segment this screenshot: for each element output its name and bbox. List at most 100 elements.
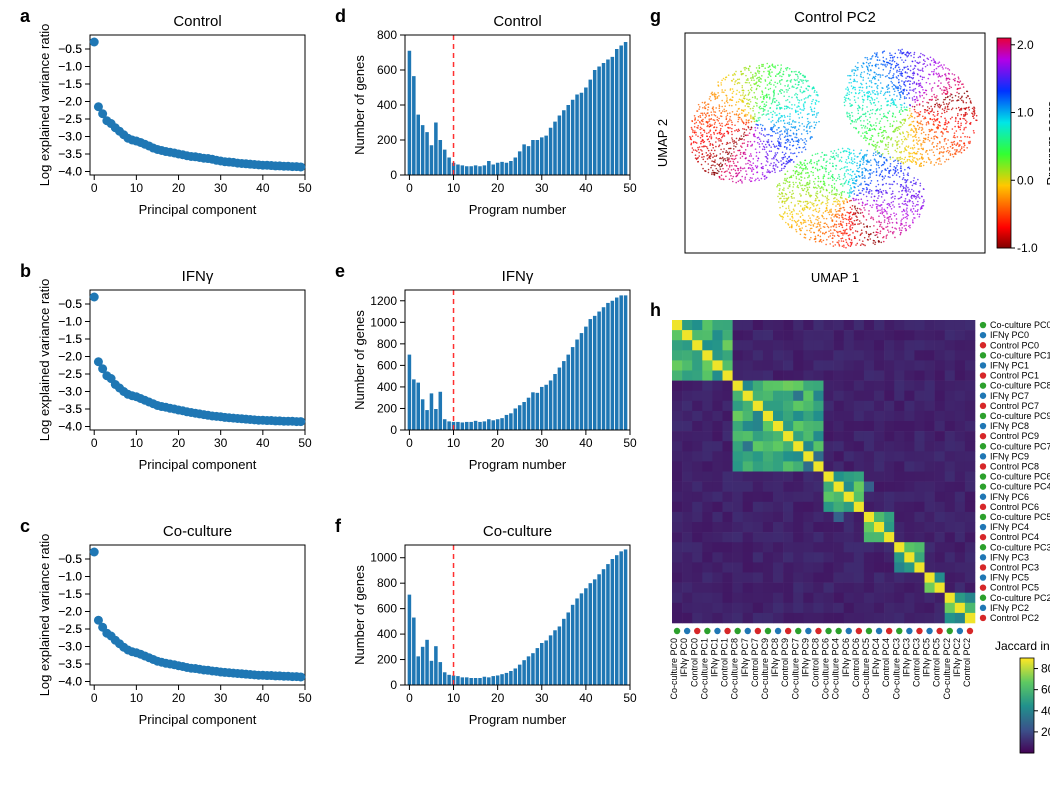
hist-bar [575, 340, 579, 430]
hist-bar [487, 419, 491, 430]
svg-text:0: 0 [406, 436, 413, 450]
hist-bar [615, 555, 619, 685]
svg-text:0: 0 [91, 436, 98, 450]
svg-text:−3.5: −3.5 [58, 657, 82, 671]
hist-bar [619, 295, 623, 430]
svg-text:−4.0: −4.0 [58, 675, 82, 689]
hist-bar [514, 668, 518, 685]
svg-text:40: 40 [256, 181, 270, 195]
hist-bar [580, 333, 584, 430]
svg-text:50: 50 [623, 691, 637, 705]
hist-bar [443, 150, 447, 175]
svg-text:Control: Control [493, 13, 541, 30]
hist-bar [619, 551, 623, 685]
hist-bar [491, 676, 495, 685]
svg-text:400: 400 [377, 98, 397, 112]
legend-dot [980, 595, 986, 601]
svg-text:40: 40 [256, 436, 270, 450]
legend-dot [980, 504, 986, 510]
legend-dot [980, 372, 986, 378]
svg-text:0: 0 [91, 181, 98, 195]
svg-text:Program number: Program number [469, 202, 567, 217]
svg-text:Log explained variance ratio: Log explained variance ratio [37, 24, 52, 187]
histogram-d: Control010203040500200400600800Program n… [350, 10, 640, 220]
hist-bar [597, 67, 601, 176]
hist-bar [425, 410, 429, 430]
svg-text:40: 40 [579, 691, 593, 705]
hist-bar [624, 549, 628, 685]
hist-bar [478, 422, 482, 430]
hist-bar [500, 162, 504, 175]
hist-bar [597, 574, 601, 685]
hist-bar [421, 647, 425, 685]
hist-bar [514, 158, 518, 176]
legend-dot [980, 423, 986, 429]
hist-bar [531, 392, 535, 430]
svg-text:−2.5: −2.5 [58, 367, 82, 381]
panel-letter-a: a [20, 6, 30, 27]
hist-bar [439, 140, 443, 175]
legend-dot [980, 534, 986, 540]
hist-bar [606, 564, 610, 685]
legend-dot [980, 393, 986, 399]
figure-root: aControl01020304050−4.0−3.5−3.0−2.5−2.0−… [0, 0, 1050, 780]
svg-text:20: 20 [491, 436, 505, 450]
scree-point [90, 293, 99, 302]
hist-bar [416, 115, 420, 175]
svg-text:−3.5: −3.5 [58, 147, 82, 161]
hist-bar [549, 128, 553, 175]
hist-bar [597, 312, 601, 430]
hist-bar [509, 413, 513, 430]
hist-bar [500, 418, 504, 430]
hist-bar [416, 383, 420, 430]
plot-title: IFNγ [182, 268, 214, 285]
svg-text:800: 800 [377, 28, 397, 42]
svg-text:0: 0 [390, 168, 397, 182]
svg-text:−1.0: −1.0 [58, 570, 82, 584]
svg-text:400: 400 [377, 380, 397, 394]
hist-bar [531, 653, 535, 685]
svg-text:200: 200 [377, 133, 397, 147]
svg-text:1.0: 1.0 [1017, 106, 1034, 120]
svg-text:−2.0: −2.0 [58, 350, 82, 364]
hist-bar [469, 166, 473, 175]
hist-bar [443, 672, 447, 685]
svg-text:50: 50 [623, 181, 637, 195]
hist-bar [611, 57, 615, 175]
hist-bar [434, 409, 438, 430]
hist-bar [624, 295, 628, 430]
histogram-e: IFNγ01020304050020040060080010001200Prog… [350, 265, 640, 475]
hist-bar [474, 421, 478, 430]
legend-dot [980, 483, 986, 489]
hist-bar [469, 422, 473, 430]
svg-text:1000: 1000 [370, 551, 397, 565]
hist-bar [505, 163, 509, 175]
legend-dot [980, 453, 986, 459]
legend-dot [980, 382, 986, 388]
hist-bar [461, 165, 465, 175]
svg-text:Principal component: Principal component [139, 712, 257, 727]
hist-bar [483, 165, 487, 175]
hist-bar [456, 676, 460, 685]
legend-dot [980, 473, 986, 479]
hist-bar [566, 105, 570, 175]
hist-bar [439, 392, 443, 430]
svg-text:0: 0 [406, 691, 413, 705]
panel-letter-c: c [20, 516, 30, 537]
histogram-f: Co-culture0102030405002004006008001000Pr… [350, 520, 640, 730]
svg-text:0.0: 0.0 [1017, 173, 1034, 187]
hist-bar [509, 671, 513, 685]
hist-bar [575, 95, 579, 176]
legend-dot [980, 564, 986, 570]
hist-bar [593, 579, 597, 685]
hist-bar [447, 675, 451, 685]
hist-bar [606, 303, 610, 430]
scree-plot-b: IFNγ01020304050−4.0−3.5−3.0−2.5−2.0−1.5−… [35, 265, 315, 475]
hist-bar [522, 660, 526, 685]
panel-letter-e: e [335, 261, 345, 282]
svg-text:30: 30 [535, 436, 549, 450]
hist-bar [483, 421, 487, 430]
hist-bar [522, 144, 526, 175]
svg-text:Principal component: Principal component [139, 202, 257, 217]
hist-bar [456, 422, 460, 430]
